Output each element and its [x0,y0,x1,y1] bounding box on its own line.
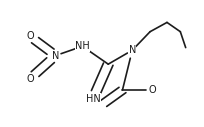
Text: O: O [26,31,34,41]
Text: N: N [129,45,136,55]
Text: HN: HN [86,94,101,104]
Text: N: N [52,51,59,61]
Text: O: O [26,74,34,84]
Text: NH: NH [75,41,90,51]
Text: O: O [148,85,156,95]
